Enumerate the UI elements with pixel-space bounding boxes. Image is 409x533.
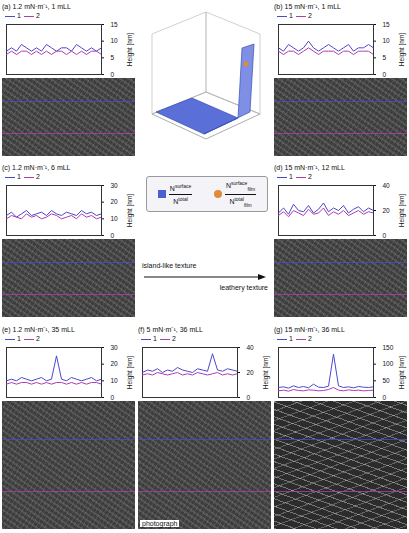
svg-text:0: 0 <box>111 394 115 401</box>
html-text:2: 2 <box>35 335 40 342</box>
svg-text:Height [nm]: Height [nm] <box>398 194 406 227</box>
html-text:2: 2 <box>307 173 312 180</box>
svg-text:150: 150 <box>383 344 394 351</box>
svg-text:Height [nm]: Height [nm] <box>126 356 134 389</box>
html-text:2: 2 <box>35 12 40 19</box>
svg-text:30: 30 <box>111 182 119 189</box>
html-text:Nsurface: Nsurface <box>225 179 248 190</box>
svg-text:Height [nm]: Height [nm] <box>126 33 134 66</box>
svg-text:30: 30 <box>111 344 119 351</box>
svg-text:0: 0 <box>111 71 115 78</box>
html-text:island-like texture: island-like texture <box>142 262 197 269</box>
html-text:film: film <box>243 201 252 208</box>
html-text:1: 1 <box>289 12 293 19</box>
svg-text:15: 15 <box>383 21 391 28</box>
html-text:(c) 1.2 mN·m⁻¹, 6 mLL: (c) 1.2 mN·m⁻¹, 6 mLL <box>2 164 71 171</box>
svg-text:20: 20 <box>111 360 119 367</box>
svg-text:10: 10 <box>111 37 119 44</box>
html-text:1: 1 <box>17 173 21 180</box>
svg-text:5: 5 <box>111 54 115 61</box>
html-text:photograph: photograph <box>142 520 178 527</box>
svg-text:20: 20 <box>247 369 255 376</box>
html-text:film: film <box>247 185 256 192</box>
svg-text:0: 0 <box>247 394 251 401</box>
html-text:1: 1 <box>289 173 293 180</box>
svg-text:40: 40 <box>383 182 391 189</box>
html-text:2: 2 <box>171 335 176 342</box>
html-text:Ntotal: Ntotal <box>173 195 188 205</box>
svg-text:5: 5 <box>383 54 387 61</box>
html-text:2: 2 <box>35 173 40 180</box>
html-text:2: 2 <box>307 12 312 19</box>
html-text:(b) 15 mN·m⁻¹, 1 mLL: (b) 15 mN·m⁻¹, 1 mLL <box>274 3 341 10</box>
svg-text:0: 0 <box>383 232 387 239</box>
svg-text:Height [nm]: Height [nm] <box>126 194 134 227</box>
html-text:(a) 1.2 mN·m⁻¹, 1 mLL: (a) 1.2 mN·m⁻¹, 1 mLL <box>2 3 71 10</box>
html-text:1: 1 <box>17 335 21 342</box>
svg-text:100: 100 <box>383 360 394 367</box>
svg-text:Height [nm]: Height [nm] <box>262 356 270 389</box>
svg-text:10: 10 <box>383 37 391 44</box>
html-text:Nsurface: Nsurface <box>169 183 192 193</box>
html-text:1: 1 <box>289 335 293 342</box>
html-text:2: 2 <box>307 335 312 342</box>
svg-text:15: 15 <box>111 21 119 28</box>
html-text:(f) 5 mN·m⁻¹, 36 mLL: (f) 5 mN·m⁻¹, 36 mLL <box>138 326 203 333</box>
svg-text:40: 40 <box>247 344 255 351</box>
svg-text:20: 20 <box>111 198 119 205</box>
svg-text:Height [nm]: Height [nm] <box>398 33 406 66</box>
svg-text:0: 0 <box>383 394 387 401</box>
svg-text:10: 10 <box>111 215 119 222</box>
html-text:1: 1 <box>17 12 21 19</box>
html-text:(g) 15 mN·m⁻¹, 36 mLL: (g) 15 mN·m⁻¹, 36 mLL <box>274 326 345 333</box>
html-text:1: 1 <box>153 335 157 342</box>
html-text:leathery texture: leathery texture <box>219 284 268 291</box>
html-text:(d) 15 mN·m⁻¹, 12 mLL: (d) 15 mN·m⁻¹, 12 mLL <box>274 164 345 171</box>
svg-text:20: 20 <box>383 207 391 214</box>
html-text:(e) 1.2 mN·m⁻¹, 35 mLL: (e) 1.2 mN·m⁻¹, 35 mLL <box>2 326 75 333</box>
svg-text:Height [nm]: Height [nm] <box>398 356 406 389</box>
svg-text:50: 50 <box>383 377 391 384</box>
svg-text:0: 0 <box>111 232 115 239</box>
html-text:Ntotal: Ntotal <box>229 195 244 205</box>
svg-text:10: 10 <box>111 377 119 384</box>
svg-text:0: 0 <box>383 71 387 78</box>
